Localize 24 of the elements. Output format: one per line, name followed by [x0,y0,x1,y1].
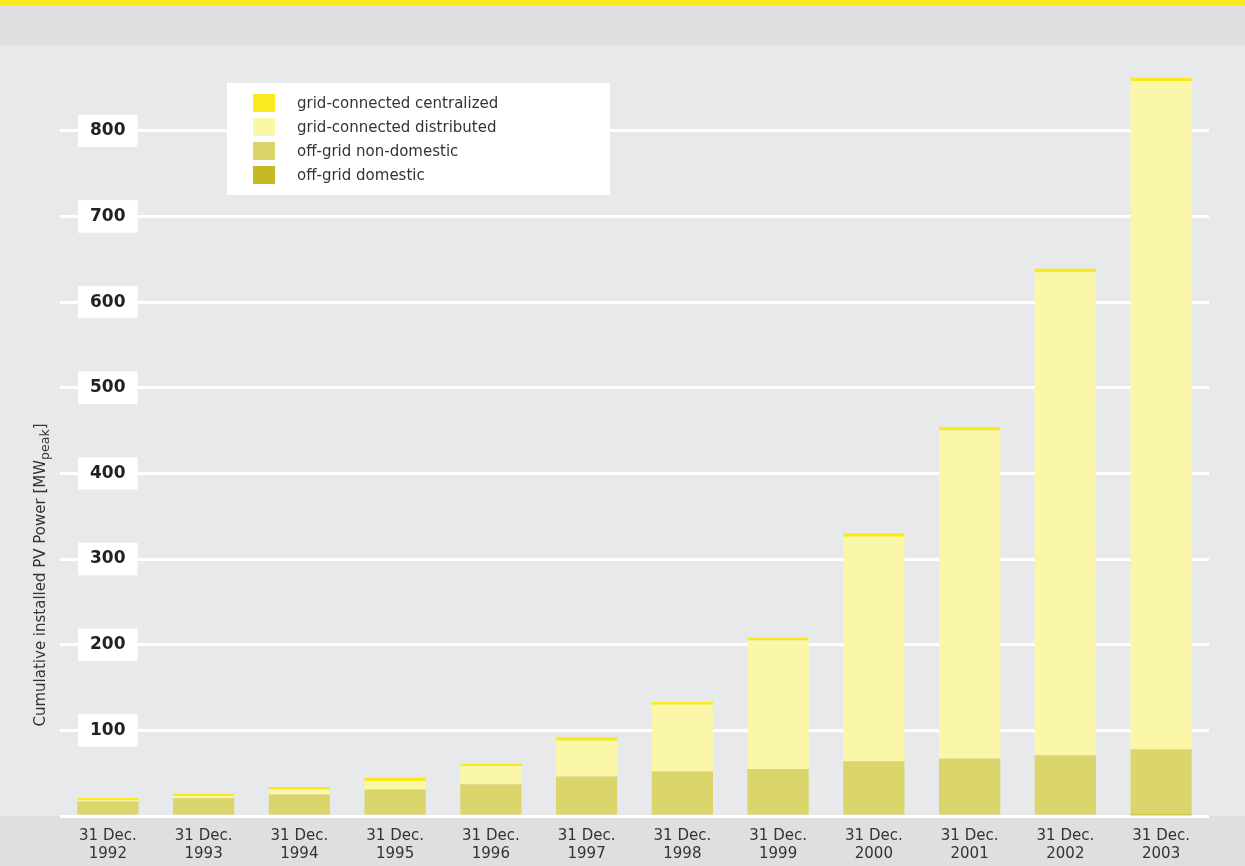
x-tick-label: 31 Dec. 1998 [653,825,712,862]
legend-label: off-grid domestic [297,166,425,184]
x-tick-label: 31 Dec. 2002 [1036,825,1095,862]
y-tick-label: 700 [90,204,126,225]
x-tick-label: 31 Dec. 1992 [79,825,137,862]
x-tick-label: 31 Dec. 2003 [1132,825,1190,862]
x-tick-label: 31 Dec. 2001 [940,825,999,862]
x-tick-label: 31 Dec. 1994 [270,825,329,862]
y-tick-label: 200 [90,633,126,654]
x-tick-label: 31 Dec. 2000 [845,825,903,862]
legend-label: off-grid non-domestic [297,142,459,160]
y-tick-label: 100 [90,718,126,739]
y-tick-label: 300 [90,547,126,568]
legend-label: grid-connected centralized [297,94,499,112]
y-tick-label: 800 [90,119,126,140]
x-tick-label: 31 Dec. 1996 [462,825,520,862]
legend-label: grid-connected distributed [297,118,497,136]
x-tick-label: 31 Dec. 1997 [557,825,616,862]
y-tick-label: 600 [90,290,126,311]
x-tick-label: 31 Dec. 1999 [749,825,807,862]
x-tick-label: 31 Dec. 1993 [174,825,233,862]
y-tick-label: 400 [90,461,126,482]
x-tick-label: 31 Dec. 1995 [366,825,424,862]
y-tick-label: 500 [90,376,126,397]
